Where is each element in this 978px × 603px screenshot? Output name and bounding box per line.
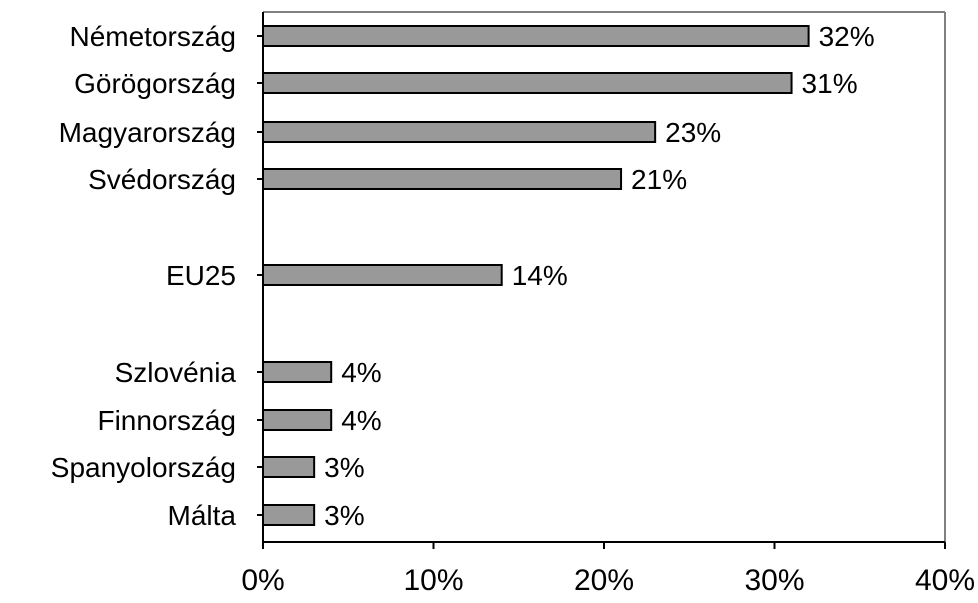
bar (262, 72, 793, 94)
category-label: Finnország (97, 405, 236, 436)
bar (262, 456, 316, 478)
x-tick-label: 30% (744, 564, 804, 597)
data-label: 3% (324, 500, 364, 531)
data-label: 31% (802, 68, 858, 99)
data-label: 21% (631, 164, 687, 195)
data-label: 4% (341, 357, 381, 388)
bar (262, 121, 657, 143)
category-label: Magyarország (59, 117, 236, 148)
data-label: 32% (819, 21, 875, 52)
bar (262, 25, 810, 47)
bar (262, 409, 333, 431)
data-label: 3% (324, 452, 364, 483)
bar (262, 361, 333, 383)
bar (262, 504, 316, 526)
category-label: Málta (168, 500, 237, 531)
category-label: Svédország (88, 164, 236, 195)
data-label: 4% (341, 405, 381, 436)
category-label: Németország (69, 21, 236, 52)
category-label: Görögország (74, 68, 236, 99)
x-tick-label: 10% (403, 564, 463, 597)
category-label: Spanyolország (51, 452, 236, 483)
x-tick-label: 40% (915, 564, 975, 597)
data-label: 14% (512, 260, 568, 291)
x-tick-label: 0% (241, 564, 284, 597)
bar (262, 168, 623, 190)
category-label: EU25 (166, 260, 236, 291)
x-tick-label: 20% (574, 564, 634, 597)
category-label: Szlovénia (115, 357, 237, 388)
data-label: 23% (665, 117, 721, 148)
bar (262, 264, 503, 286)
